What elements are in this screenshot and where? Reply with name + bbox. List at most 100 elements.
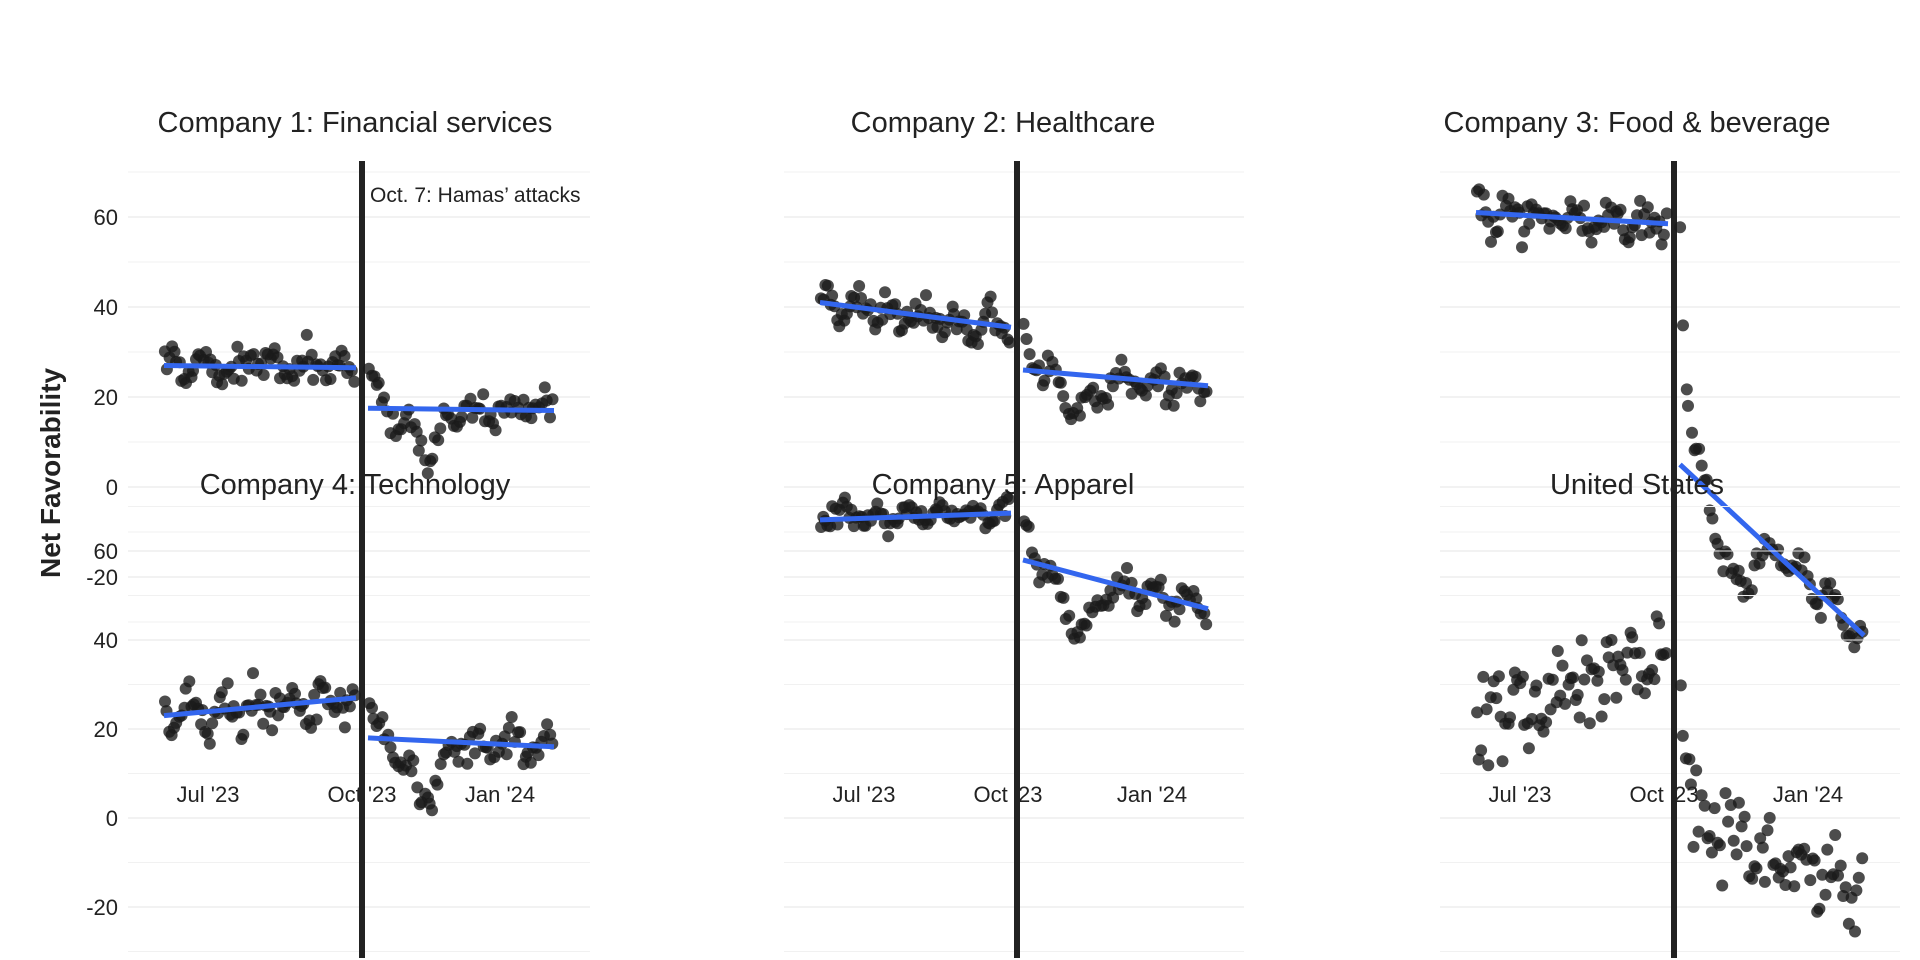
data-point (1713, 839, 1726, 852)
data-point (266, 724, 279, 737)
data-point (826, 289, 839, 302)
data-point (1674, 221, 1687, 234)
data-point (958, 309, 971, 322)
data-point (1073, 631, 1086, 644)
data-point (1189, 370, 1202, 383)
data-point (1657, 228, 1670, 241)
data-point (1722, 815, 1735, 828)
data-point (1700, 473, 1713, 486)
data-point (468, 747, 481, 760)
data-point (1571, 688, 1584, 701)
data-point (1834, 859, 1847, 872)
x-tick-label: Oct '23 (327, 782, 396, 807)
data-point (1655, 238, 1668, 251)
data-point (1502, 192, 1515, 205)
trend-line-post (1678, 462, 1866, 638)
data-point (415, 434, 428, 447)
data-point (1811, 598, 1824, 611)
data-point (1578, 199, 1590, 212)
data-point (1173, 603, 1186, 616)
data-point (1170, 387, 1183, 400)
data-point (257, 369, 270, 381)
data-point (407, 754, 420, 767)
data-point (514, 726, 527, 739)
data-point (1480, 703, 1493, 716)
data-point (1057, 591, 1070, 604)
data-point (1496, 755, 1509, 768)
data-point (938, 326, 951, 339)
data-point (1605, 634, 1618, 646)
data-point (1491, 225, 1504, 238)
data-point (288, 374, 301, 387)
data-point (1687, 840, 1700, 853)
data-point (201, 727, 214, 740)
trend-line-pre (819, 300, 1012, 330)
data-point (432, 434, 445, 447)
data-point (1033, 359, 1045, 372)
data-point (405, 765, 418, 778)
data-point (1540, 716, 1553, 729)
x-tick-label: Jul '23 (1489, 782, 1552, 807)
data-point (1578, 673, 1591, 686)
data-point (1680, 383, 1693, 396)
data-point (1595, 710, 1608, 723)
data-point (1677, 319, 1689, 332)
data-point (461, 757, 474, 770)
data-point (1485, 235, 1497, 248)
trend-line-pre (163, 695, 357, 719)
data-point (1754, 832, 1767, 845)
data-point (477, 388, 490, 401)
data-point (1686, 426, 1698, 439)
x-tick-label: Jan '24 (1117, 782, 1187, 807)
x-tick-label: Oct '23 (973, 782, 1042, 807)
data-point (1676, 729, 1689, 742)
data-point (879, 286, 891, 299)
data-point (821, 279, 834, 292)
data-point (1516, 241, 1528, 254)
data-point (343, 700, 356, 713)
y-axis-label: Net Favorability (35, 368, 66, 578)
chart-panels: Company 1: Financial services 60 40 20 0 -20 O… (86, 107, 1900, 958)
data-point (1556, 659, 1569, 672)
data-point (984, 290, 997, 303)
data-point (505, 711, 518, 723)
data-point (159, 695, 171, 708)
data-point (1592, 665, 1605, 678)
data-point (215, 686, 228, 699)
data-point (489, 424, 502, 437)
data-point (1038, 374, 1051, 387)
data-point (1684, 778, 1697, 791)
data-point (1788, 880, 1801, 893)
data-point (1721, 548, 1734, 561)
data-point (221, 677, 234, 690)
data-point (1848, 641, 1861, 654)
data-point (410, 425, 423, 438)
data-point (1017, 317, 1030, 330)
data-point (1616, 664, 1629, 677)
data-point (1091, 401, 1104, 414)
data-point (1746, 872, 1759, 885)
data-point (1530, 679, 1543, 692)
data-point (853, 280, 866, 292)
y-tick-label: 40 (94, 295, 118, 320)
x-tick-label: Jan '24 (465, 782, 535, 807)
data-point (206, 717, 219, 730)
data-point (1732, 564, 1745, 577)
data-point (1711, 537, 1724, 550)
x-tick-label: Jan '24 (1773, 782, 1843, 807)
data-point (1703, 830, 1716, 842)
data-point (1690, 764, 1703, 777)
data-point (1808, 854, 1821, 867)
data-point (1732, 796, 1745, 809)
data-point (538, 381, 551, 394)
data-point (1829, 829, 1842, 841)
panel-title: Company 4: Technology (200, 469, 511, 501)
panel-title: Company 3: Food & beverage (1444, 107, 1831, 139)
data-point (546, 393, 559, 406)
data-point (1779, 879, 1792, 891)
data-point (1080, 619, 1093, 632)
data-point (1194, 395, 1207, 408)
data-point (1852, 871, 1865, 884)
